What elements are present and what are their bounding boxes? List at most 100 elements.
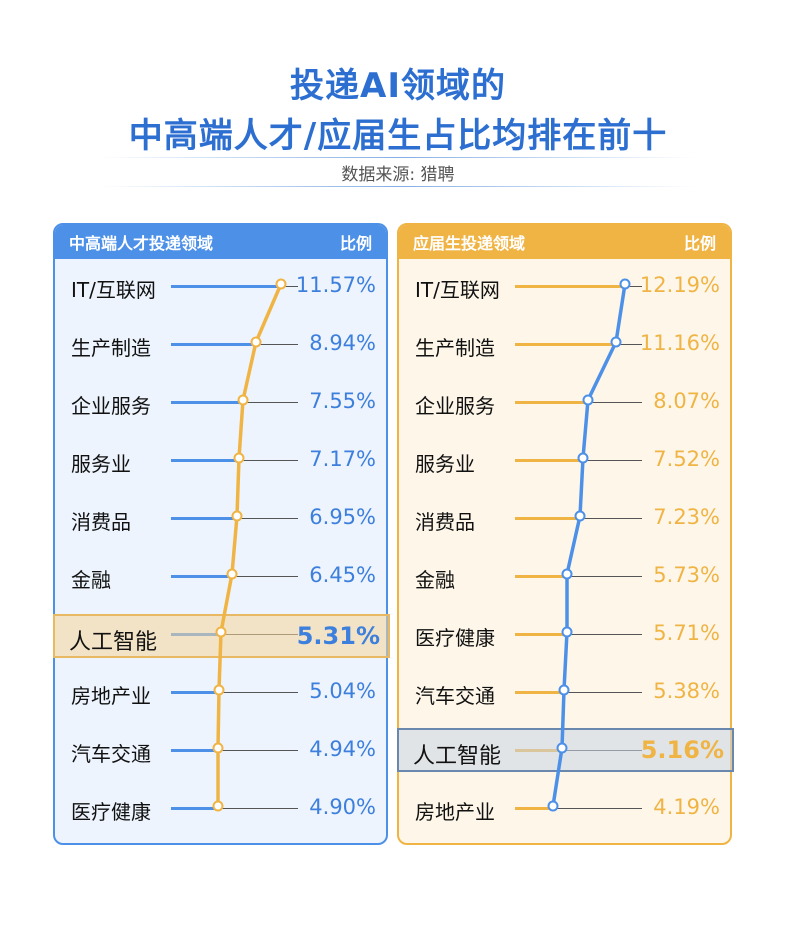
source-divider-bottom [100, 186, 696, 187]
data-row: IT/互联网 12.19% [399, 266, 730, 306]
reference-line [580, 518, 642, 519]
value-bar [515, 401, 588, 404]
header-value: 比例 [339, 234, 372, 253]
value-bar [171, 807, 218, 810]
value-label: 4.94% [309, 737, 376, 761]
reference-line [567, 576, 642, 577]
data-row: IT/互联网 11.57% [55, 266, 386, 306]
category-label: 消费品 [71, 510, 131, 534]
value-label: 11.57% [295, 273, 376, 297]
value-label: 7.17% [309, 447, 376, 471]
reference-line [219, 692, 298, 693]
data-row: 金融 5.73% [399, 556, 730, 596]
title-line-2: 中高端人才/应届生占比均排在前十 [128, 116, 668, 156]
header-category: 应届生投递领域 [413, 234, 526, 253]
source-note: 数据来源: 猎聘 [341, 165, 455, 185]
data-row: 消费品 6.95% [55, 498, 386, 538]
value-label: 4.19% [653, 795, 720, 819]
data-row: 服务业 7.52% [399, 440, 730, 480]
value-bar [515, 285, 625, 288]
value-bar [515, 691, 564, 694]
data-row: 服务业 7.17% [55, 440, 386, 480]
data-row: 金融 6.45% [55, 556, 386, 596]
header-category: 中高端人才投递领域 [69, 234, 214, 253]
reference-line [553, 808, 642, 809]
reference-line [218, 750, 298, 751]
category-label: 汽车交通 [415, 684, 495, 708]
data-row: 企业服务 8.07% [399, 382, 730, 422]
value-label: 8.07% [653, 389, 720, 413]
value-bar [515, 633, 567, 636]
data-row: 汽车交通 4.94% [55, 730, 386, 770]
value-label: 8.94% [309, 331, 376, 355]
reference-line [256, 344, 298, 345]
source-divider-top [100, 157, 696, 158]
value-label: 6.95% [309, 505, 376, 529]
data-row: 房地产业 4.19% [399, 788, 730, 828]
category-label: 消费品 [415, 510, 475, 534]
data-row: 生产制造 8.94% [55, 324, 386, 364]
category-label: 生产制造 [415, 336, 495, 360]
value-label: 7.23% [653, 505, 720, 529]
value-bar [515, 517, 580, 520]
value-label: 5.04% [309, 679, 376, 703]
value-bar [171, 517, 237, 520]
value-label: 12.19% [639, 273, 720, 297]
value-bar [515, 343, 616, 346]
reference-line [281, 286, 298, 287]
category-label: 金融 [415, 568, 455, 592]
value-bar [515, 807, 553, 810]
data-row: 生产制造 11.16% [399, 324, 730, 364]
highlight-row-ai-right: 人工智能 5.16% [397, 728, 734, 772]
category-label: 金融 [71, 568, 111, 592]
value-bar [171, 691, 219, 694]
value-label: 5.38% [653, 679, 720, 703]
value-label: 6.45% [309, 563, 376, 587]
data-row: 房地产业 5.04% [55, 672, 386, 712]
data-row: 汽车交通 5.38% [399, 672, 730, 712]
panel-header: 中高端人才投递领域 比例 [55, 225, 386, 259]
category-label: 医疗健康 [71, 800, 151, 824]
category-label: 服务业 [415, 452, 475, 476]
value-bar [515, 575, 567, 578]
reference-line [567, 634, 642, 635]
data-row: 企业服务 7.55% [55, 382, 386, 422]
value-bar [171, 459, 239, 462]
category-label: 服务业 [71, 452, 131, 476]
reference-line [232, 576, 298, 577]
highlight-value: 5.31% [296, 622, 380, 650]
value-label: 7.52% [653, 447, 720, 471]
category-label: 房地产业 [415, 800, 495, 824]
value-bar [171, 285, 281, 288]
value-label: 7.55% [309, 389, 376, 413]
category-label: 企业服务 [71, 394, 151, 418]
value-label: 5.73% [653, 563, 720, 587]
category-label: 汽车交通 [71, 742, 151, 766]
title-line-1: 投递AI领域的 [290, 66, 506, 106]
category-label: 医疗健康 [415, 626, 495, 650]
reference-line [616, 344, 642, 345]
panel-senior-talent: 中高端人才投递领域 比例 IT/互联网 11.57% 生产制造 8.94% 企业服务 7.… [53, 223, 388, 845]
category-label: 生产制造 [71, 336, 151, 360]
data-row: 消费品 7.23% [399, 498, 730, 538]
reference-line [239, 460, 298, 461]
value-label: 4.90% [309, 795, 376, 819]
highlight-value: 5.16% [640, 736, 724, 764]
reference-line [243, 402, 298, 403]
value-bar [171, 575, 232, 578]
value-bar [171, 401, 243, 404]
reference-line [564, 692, 642, 693]
data-row: 医疗健康 4.90% [55, 788, 386, 828]
category-label: IT/互联网 [415, 278, 500, 302]
header-value: 比例 [683, 234, 716, 253]
data-row: 医疗健康 5.71% [399, 614, 730, 654]
reference-line [583, 460, 642, 461]
reference-line [237, 518, 298, 519]
highlight-row-ai-left: 人工智能 5.31% [53, 614, 390, 658]
category-label: 企业服务 [415, 394, 495, 418]
reference-line [588, 402, 642, 403]
value-bar [171, 749, 218, 752]
value-bar [515, 459, 583, 462]
value-bar [171, 343, 256, 346]
value-label: 11.16% [639, 331, 720, 355]
